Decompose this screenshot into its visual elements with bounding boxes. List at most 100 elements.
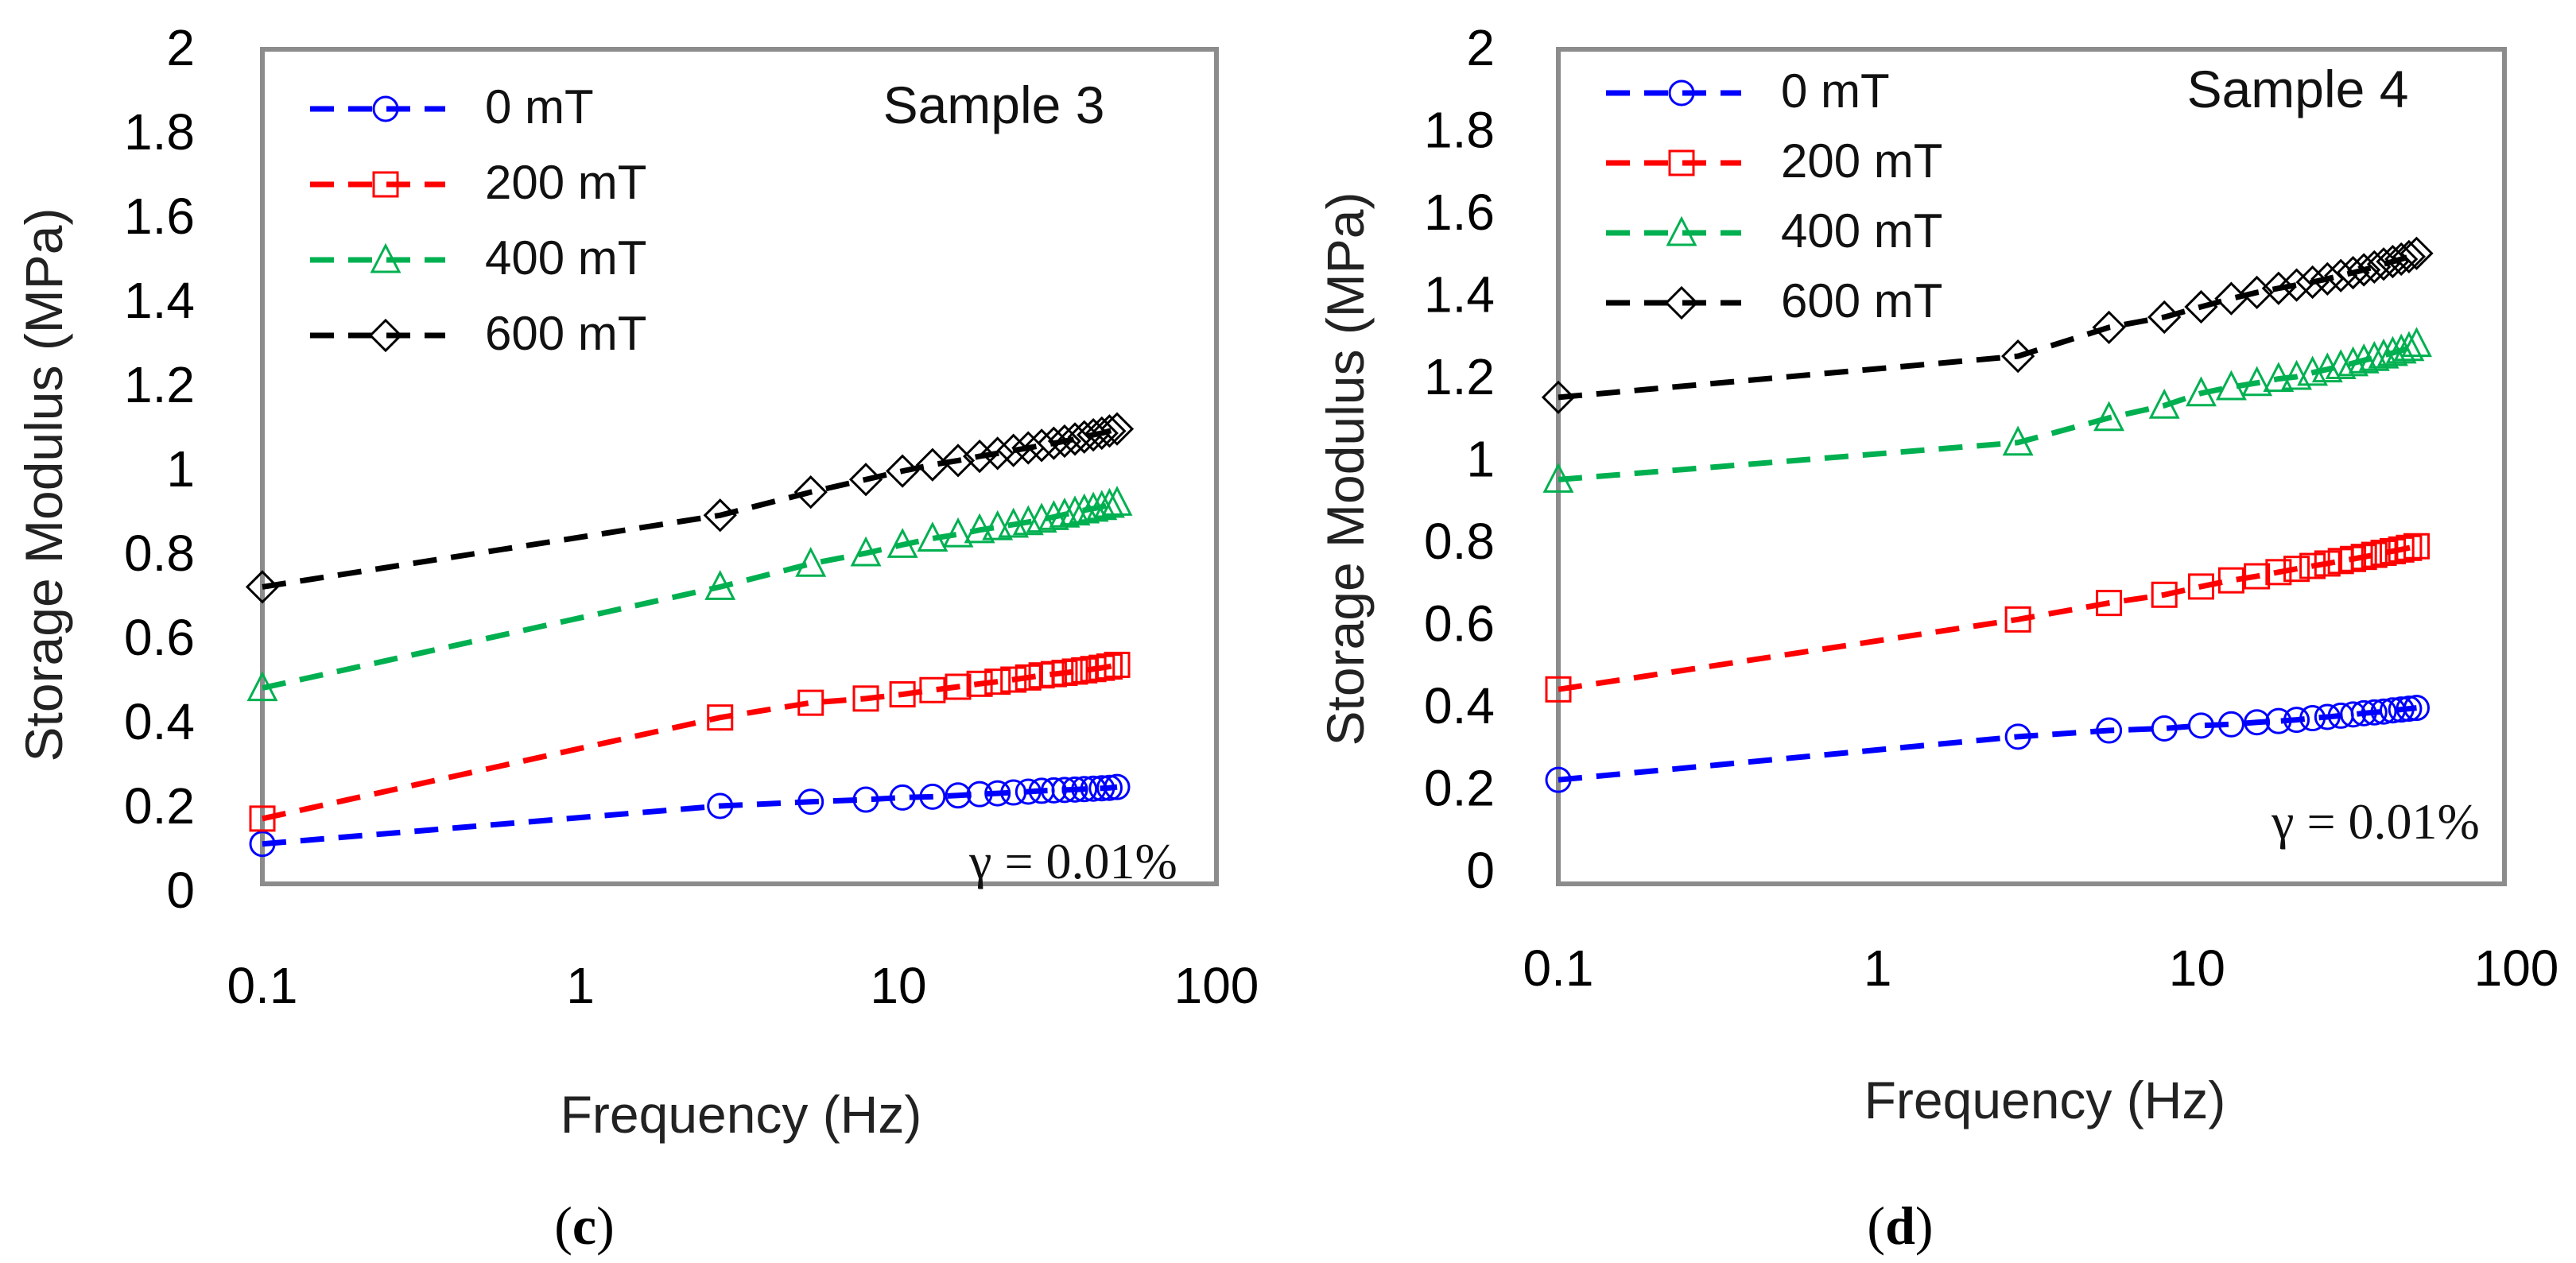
data-point — [2388, 536, 2415, 563]
legend-label: 200 mT — [485, 156, 646, 209]
data-point — [996, 433, 1030, 467]
data-point — [2096, 590, 2123, 617]
data-point — [249, 805, 276, 832]
data-point — [1069, 493, 1100, 524]
data-point — [2217, 711, 2244, 738]
legend-label: 600 mT — [1781, 274, 1942, 327]
data-point — [2186, 376, 2217, 407]
data-point — [945, 673, 972, 700]
x-tick-label: 1 — [566, 957, 595, 1014]
y-tick-label: 0 — [166, 862, 195, 919]
legend-marker — [1668, 149, 1695, 176]
data-point — [2350, 544, 2377, 571]
data-point — [1096, 774, 1123, 801]
data-point — [852, 685, 879, 712]
data-point — [941, 444, 976, 478]
data-point — [1038, 500, 1069, 530]
data-point — [2392, 239, 2427, 274]
series-line-400-mt — [1558, 341, 2419, 482]
data-point — [1049, 497, 1080, 528]
data-point — [2187, 712, 2214, 739]
legend-marker — [1666, 215, 1697, 246]
strain-annotation: γ = 0.01% — [968, 833, 1177, 889]
legend-marker — [1668, 79, 1695, 107]
x-tick-label: 0.1 — [1523, 940, 1594, 997]
series-line-600-mt — [1558, 250, 2418, 401]
sample-title: Sample 3 — [883, 76, 1105, 134]
y-tick-label: 0.6 — [1424, 595, 1495, 653]
data-point — [2314, 703, 2341, 730]
data-point — [245, 570, 280, 604]
y-axis-label: Storage Modulus (MPa) — [1316, 192, 1375, 746]
data-point — [2401, 327, 2432, 358]
y-tick-label: 0.8 — [124, 525, 195, 582]
data-point — [964, 513, 995, 544]
data-point — [2393, 331, 2425, 362]
strain-annotation: γ = 0.01% — [2271, 793, 2480, 850]
data-point — [2217, 567, 2244, 594]
data-point — [2370, 698, 2397, 725]
y-tick-label: 1.2 — [1424, 348, 1495, 405]
data-point — [2350, 699, 2377, 726]
data-point — [2358, 340, 2390, 371]
data-point — [2187, 573, 2214, 600]
data-point — [2092, 310, 2126, 345]
y-tick-label: 1 — [166, 440, 195, 498]
data-point — [2361, 699, 2388, 726]
data-point — [1057, 422, 1092, 456]
x-axis-label: Frequency (Hz) — [561, 1085, 922, 1144]
data-point — [2004, 723, 2031, 750]
data-point — [2370, 539, 2397, 566]
legend-label: 400 mT — [485, 231, 646, 285]
panel-caption: (d) — [1867, 1195, 1933, 1256]
y-tick-label: 0.6 — [124, 609, 195, 666]
data-point — [2348, 343, 2380, 374]
data-point — [2396, 695, 2423, 723]
data-point — [1541, 380, 1576, 414]
data-point — [2366, 247, 2401, 281]
data-point — [703, 498, 737, 533]
data-point — [2148, 388, 2180, 419]
x-tick-label: 100 — [2474, 940, 2559, 997]
data-point — [966, 670, 993, 697]
data-point — [2311, 352, 2343, 383]
legend-marker — [1664, 285, 1699, 320]
data-point — [984, 780, 1011, 807]
y-tick-label: 1.6 — [1424, 184, 1495, 241]
y-tick-label: 1.8 — [1424, 102, 1495, 159]
series-line-0-mt — [262, 784, 1118, 847]
x-tick-label: 10 — [2169, 940, 2225, 997]
data-point — [962, 439, 997, 474]
data-point — [2261, 271, 2295, 305]
data-point — [1092, 414, 1127, 448]
data-point — [2279, 268, 2314, 302]
data-point — [2399, 236, 2434, 270]
data-point — [2002, 425, 2034, 456]
legend-marker — [370, 242, 402, 273]
data-point — [2376, 244, 2410, 279]
data-point — [2265, 559, 2292, 586]
series-line-0-mt — [1558, 705, 2417, 783]
y-tick-label: 1.2 — [124, 356, 195, 413]
sample-title: Sample 4 — [2187, 60, 2409, 118]
data-point — [1100, 412, 1135, 446]
data-point — [246, 671, 278, 702]
series-line-200-mt — [1558, 543, 2418, 692]
data-point — [2336, 255, 2370, 290]
data-point — [2340, 701, 2367, 728]
data-point — [2385, 333, 2417, 364]
data-point — [2388, 696, 2415, 723]
data-point — [1088, 775, 1115, 802]
data-point — [1545, 676, 1572, 703]
data-point — [889, 681, 916, 708]
data-point — [1096, 653, 1123, 680]
data-point — [2215, 370, 2247, 401]
legend-label: 400 mT — [1781, 204, 1942, 258]
y-tick-label: 0.2 — [1424, 760, 1495, 817]
y-tick-label: 1 — [1466, 431, 1495, 488]
data-point — [1047, 424, 1082, 459]
data-point — [2004, 606, 2031, 633]
x-tick-label: 1 — [1864, 940, 1892, 997]
data-point — [2263, 362, 2295, 393]
y-tick-label: 0.2 — [124, 777, 195, 835]
